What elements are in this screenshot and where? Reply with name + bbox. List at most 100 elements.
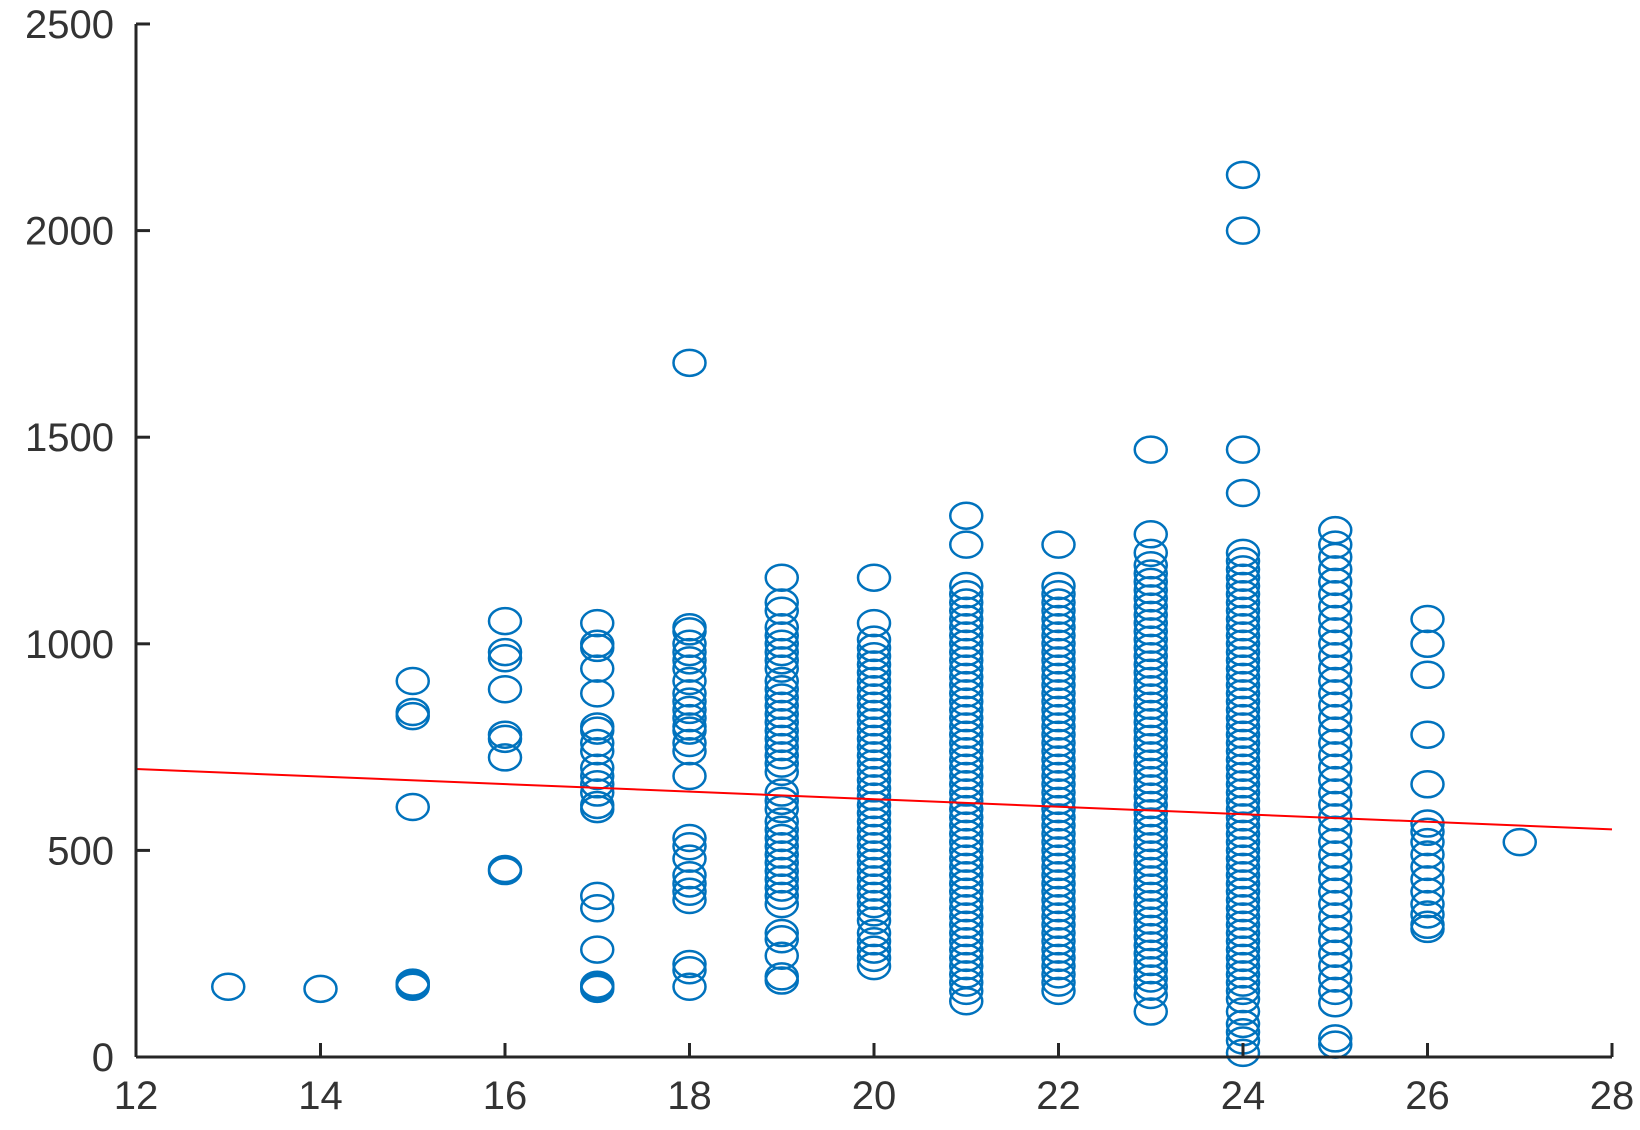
data-point bbox=[487, 854, 523, 884]
data-point bbox=[764, 924, 799, 954]
data-point bbox=[672, 695, 707, 725]
data-point bbox=[1318, 1024, 1353, 1053]
data-point bbox=[672, 617, 707, 646]
data-point bbox=[487, 743, 523, 772]
data-point bbox=[1410, 877, 1445, 906]
data-point bbox=[487, 675, 523, 704]
y-tick-label: 2500 bbox=[25, 3, 114, 47]
data-point bbox=[764, 637, 799, 667]
data-point bbox=[764, 873, 799, 902]
trend-line bbox=[135, 768, 1613, 831]
data-point bbox=[764, 966, 799, 995]
data-point bbox=[672, 949, 707, 979]
data-point bbox=[1041, 968, 1076, 997]
data-point bbox=[395, 970, 430, 999]
data-point bbox=[395, 666, 430, 696]
data-point bbox=[487, 724, 523, 754]
data-point bbox=[580, 893, 615, 923]
data-point bbox=[1225, 976, 1261, 1006]
data-point bbox=[764, 757, 799, 787]
data-point bbox=[580, 608, 615, 638]
data-point bbox=[580, 972, 615, 1002]
x-tick-label: 12 bbox=[114, 1074, 159, 1118]
data-point bbox=[764, 889, 799, 919]
data-point bbox=[1410, 900, 1445, 929]
data-point bbox=[764, 918, 799, 948]
data-point bbox=[487, 856, 523, 886]
x-tick-label: 26 bbox=[1405, 1074, 1450, 1118]
data-point bbox=[856, 906, 892, 935]
data-point bbox=[1225, 968, 1261, 997]
data-point bbox=[672, 666, 707, 696]
data-point bbox=[856, 898, 892, 927]
data-point bbox=[1133, 520, 1168, 549]
data-point bbox=[856, 608, 892, 638]
data-points bbox=[211, 160, 1537, 1068]
data-point bbox=[1318, 1030, 1353, 1059]
data-point bbox=[764, 741, 799, 770]
data-point bbox=[1410, 720, 1445, 749]
data-point bbox=[856, 563, 892, 592]
data-point bbox=[580, 716, 615, 745]
data-point bbox=[1410, 604, 1445, 634]
data-point bbox=[580, 654, 615, 683]
data-point bbox=[395, 792, 430, 822]
data-point bbox=[672, 832, 707, 861]
y-tick-label: 0 bbox=[92, 1036, 114, 1080]
x-tick-label: 18 bbox=[667, 1074, 712, 1118]
data-point bbox=[1133, 538, 1168, 568]
data-point bbox=[672, 885, 707, 915]
y-tick-label: 2000 bbox=[25, 210, 114, 254]
data-point bbox=[303, 974, 338, 1004]
data-point bbox=[1133, 964, 1168, 993]
data-point bbox=[672, 761, 707, 791]
data-point bbox=[672, 728, 707, 758]
data-point bbox=[1318, 515, 1353, 545]
data-point bbox=[672, 646, 707, 675]
data-point bbox=[1041, 976, 1076, 1006]
y-axis-ticks: 0 500 1000 1500 2000 2500 bbox=[25, 3, 150, 1080]
x-axis-ticks: 12 14 16 18 20 22 24 26 28 bbox=[114, 1043, 1635, 1118]
data-point bbox=[1225, 160, 1261, 190]
data-point bbox=[764, 881, 799, 911]
data-point bbox=[764, 749, 799, 778]
x-tick-label: 20 bbox=[852, 1074, 897, 1118]
data-point bbox=[856, 943, 892, 973]
data-point bbox=[1041, 530, 1076, 559]
data-point bbox=[1133, 435, 1168, 464]
data-point bbox=[949, 968, 984, 997]
data-point bbox=[1410, 660, 1445, 690]
data-point bbox=[580, 633, 615, 663]
data-point bbox=[487, 606, 523, 636]
data-point bbox=[672, 955, 707, 985]
data-point bbox=[580, 881, 615, 911]
data-point bbox=[1225, 216, 1261, 245]
data-point bbox=[1318, 976, 1353, 1006]
data-point bbox=[1410, 817, 1445, 847]
data-point bbox=[580, 935, 615, 964]
data-point bbox=[1225, 1009, 1261, 1039]
x-tick-label: 24 bbox=[1221, 1074, 1266, 1118]
data-point bbox=[1133, 980, 1168, 1010]
data-point bbox=[580, 761, 615, 791]
data-point bbox=[1410, 809, 1445, 838]
data-point bbox=[1225, 435, 1261, 464]
data-point bbox=[672, 823, 707, 853]
data-point bbox=[672, 348, 707, 378]
data-point bbox=[672, 869, 707, 898]
data-point bbox=[764, 563, 799, 592]
x-tick-label: 16 bbox=[483, 1074, 528, 1118]
x-tick-label: 22 bbox=[1036, 1074, 1081, 1118]
x-tick-label: 28 bbox=[1590, 1074, 1635, 1118]
data-point bbox=[395, 972, 430, 1002]
data-point bbox=[949, 530, 984, 559]
data-point bbox=[1502, 827, 1537, 857]
data-point bbox=[856, 889, 892, 919]
y-tick-label: 1500 bbox=[25, 416, 114, 460]
data-point bbox=[487, 644, 523, 673]
data-point bbox=[1225, 997, 1261, 1026]
data-point bbox=[1041, 960, 1076, 989]
data-point bbox=[764, 654, 799, 683]
y-tick-label: 500 bbox=[47, 829, 114, 873]
